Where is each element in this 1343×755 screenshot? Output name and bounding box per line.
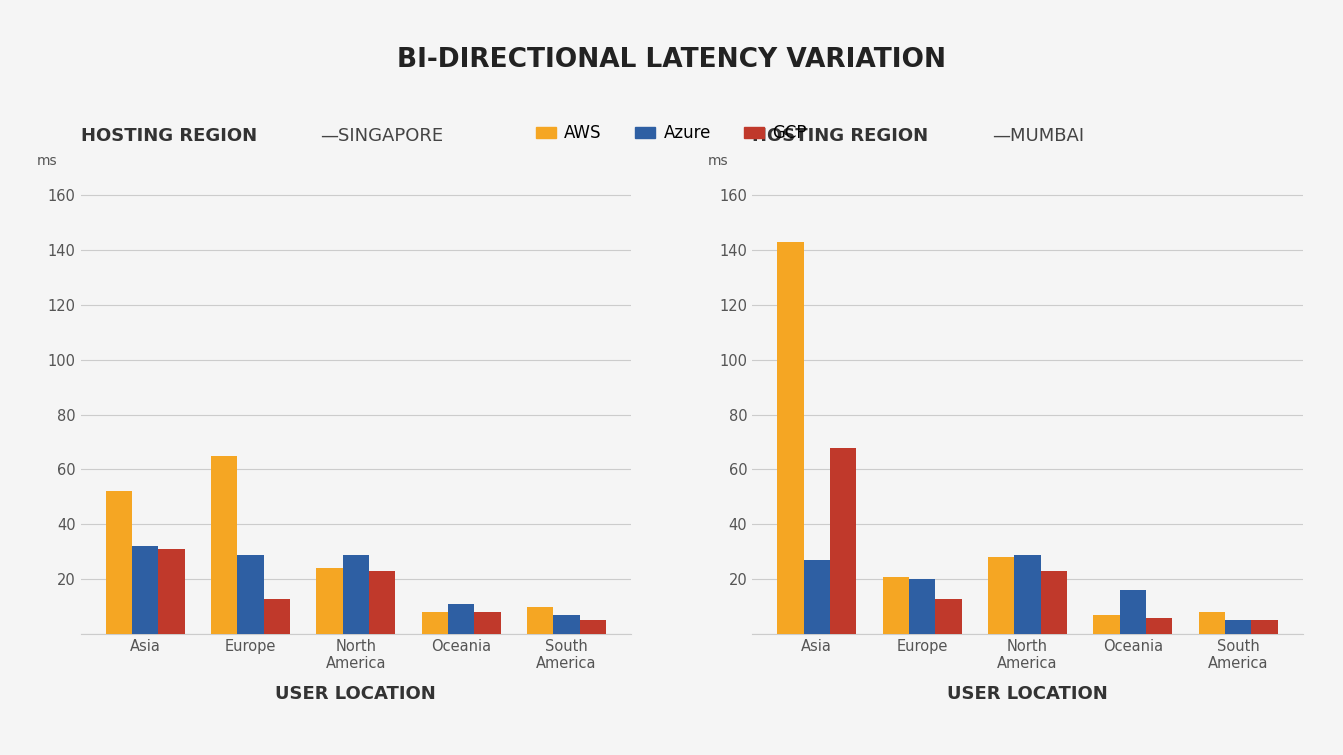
- Text: HOSTING REGION: HOSTING REGION: [752, 127, 928, 145]
- Bar: [422, 612, 449, 634]
- Text: HOSTING REGION: HOSTING REGION: [81, 127, 257, 145]
- Bar: [474, 612, 501, 634]
- Bar: [580, 621, 606, 634]
- Bar: [882, 577, 909, 634]
- Bar: [803, 560, 830, 634]
- Bar: [1041, 571, 1066, 634]
- Bar: [1199, 612, 1225, 634]
- Bar: [342, 555, 369, 634]
- Bar: [830, 448, 857, 634]
- Bar: [1093, 615, 1120, 634]
- Bar: [106, 492, 132, 634]
- Bar: [449, 604, 474, 634]
- Text: BI-DIRECTIONAL LATENCY VARIATION: BI-DIRECTIONAL LATENCY VARIATION: [398, 48, 945, 73]
- X-axis label: USER LOCATION: USER LOCATION: [947, 686, 1108, 704]
- Bar: [132, 547, 158, 634]
- Bar: [1120, 590, 1146, 634]
- Bar: [369, 571, 395, 634]
- Bar: [909, 579, 935, 634]
- Bar: [778, 242, 803, 634]
- Text: ms: ms: [708, 153, 729, 168]
- Bar: [238, 555, 263, 634]
- X-axis label: USER LOCATION: USER LOCATION: [275, 686, 436, 704]
- Bar: [1014, 555, 1041, 634]
- Bar: [158, 549, 184, 634]
- Legend: AWS, Azure, GCP: AWS, Azure, GCP: [529, 118, 814, 149]
- Bar: [1252, 621, 1277, 634]
- Bar: [1146, 618, 1172, 634]
- Bar: [935, 599, 962, 634]
- Bar: [211, 456, 238, 634]
- Bar: [317, 569, 342, 634]
- Bar: [553, 615, 580, 634]
- Text: —MUMBAI: —MUMBAI: [991, 127, 1084, 145]
- Text: —SINGAPORE: —SINGAPORE: [320, 127, 443, 145]
- Bar: [988, 557, 1014, 634]
- Bar: [1225, 621, 1252, 634]
- Bar: [263, 599, 290, 634]
- Text: ms: ms: [36, 153, 58, 168]
- Bar: [526, 607, 553, 634]
